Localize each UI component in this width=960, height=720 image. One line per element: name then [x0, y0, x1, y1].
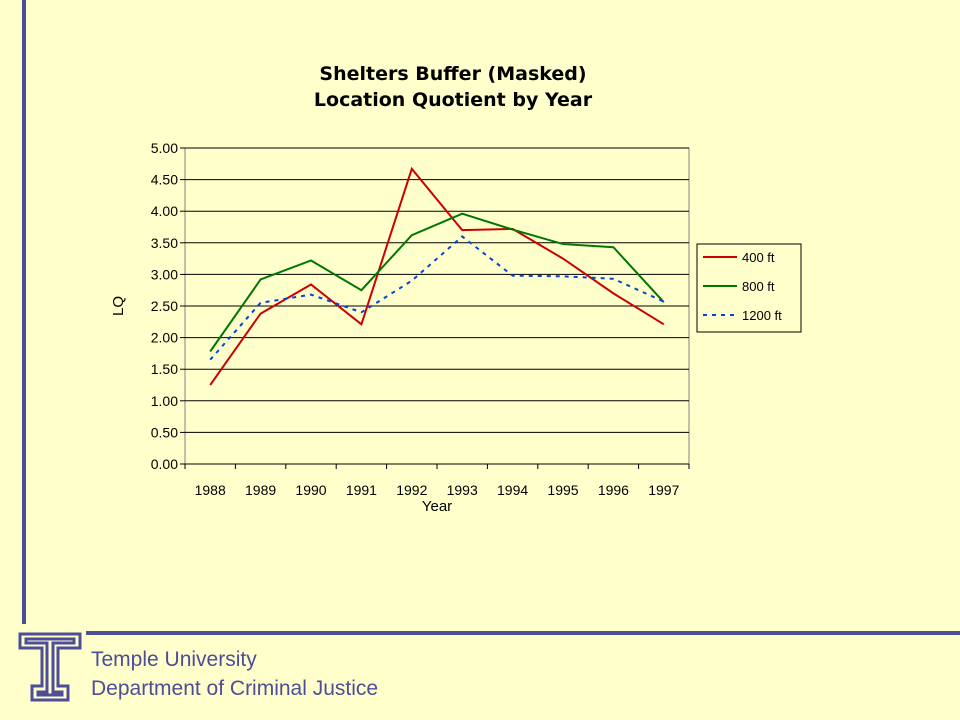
legend-box [696, 243, 802, 333]
grid-lines [185, 147, 689, 465]
y-tick-label: 1.00 [151, 393, 178, 409]
series-line-800-ft [209, 212, 665, 353]
y-tick-label: 0.50 [151, 424, 178, 440]
y-axis-title: LQ [110, 296, 127, 316]
series-line-400-ft [209, 166, 665, 386]
x-tick-label: 1992 [396, 482, 427, 498]
x-tick-label: 1988 [195, 482, 226, 498]
lq-line-chart: Shelters Buffer (Masked) Location Quotie… [110, 63, 802, 515]
series-lines [209, 166, 665, 386]
x-tick-label: 1997 [648, 482, 679, 498]
chart-title-line2: Location Quotient by Year [314, 89, 593, 111]
temple-t-logo [18, 632, 82, 702]
x-tick-label: 1989 [245, 482, 276, 498]
y-tick-label: 1.50 [151, 361, 178, 377]
x-tick-label: 1995 [547, 482, 578, 498]
y-tick-label: 4.50 [151, 172, 178, 188]
footer-accent-rule [86, 631, 960, 635]
y-axis-ticks: 0.00 0.50 1.00 1.50 2.00 2.50 3.00 3.50 4.00 4.50… [151, 140, 185, 472]
x-axis-ticks: 1988 1989 1990 1991 1992 1993 1994 1995 1996 1997 [184, 464, 690, 498]
series-line-1200-ft [209, 235, 665, 361]
x-tick-label: 1991 [346, 482, 377, 498]
x-tick-label: 1993 [447, 482, 478, 498]
y-tick-label: 2.50 [151, 298, 178, 314]
left-accent-rule [22, 0, 26, 624]
legend-label: 400 ft [742, 250, 775, 265]
footer-department: Department of Criminal Justice [91, 677, 379, 700]
y-tick-label: 2.00 [151, 330, 178, 346]
legend-label: 1200 ft [742, 308, 782, 323]
y-tick-label: 3.00 [151, 266, 178, 282]
x-axis-title: Year [422, 498, 452, 515]
legend: 400 ft 800 ft 1200 ft [696, 243, 802, 333]
y-tick-label: 0.00 [151, 456, 178, 472]
x-tick-label: 1996 [598, 482, 629, 498]
y-tick-label: 3.50 [151, 235, 178, 251]
footer-institution: Temple University [91, 648, 257, 671]
legend-label: 800 ft [742, 279, 775, 294]
y-tick-label: 4.00 [151, 203, 178, 219]
y-tick-label: 5.00 [151, 140, 178, 156]
x-tick-label: 1990 [295, 482, 326, 498]
x-tick-label: 1994 [497, 482, 528, 498]
chart-title-line1: Shelters Buffer (Masked) [319, 63, 586, 85]
